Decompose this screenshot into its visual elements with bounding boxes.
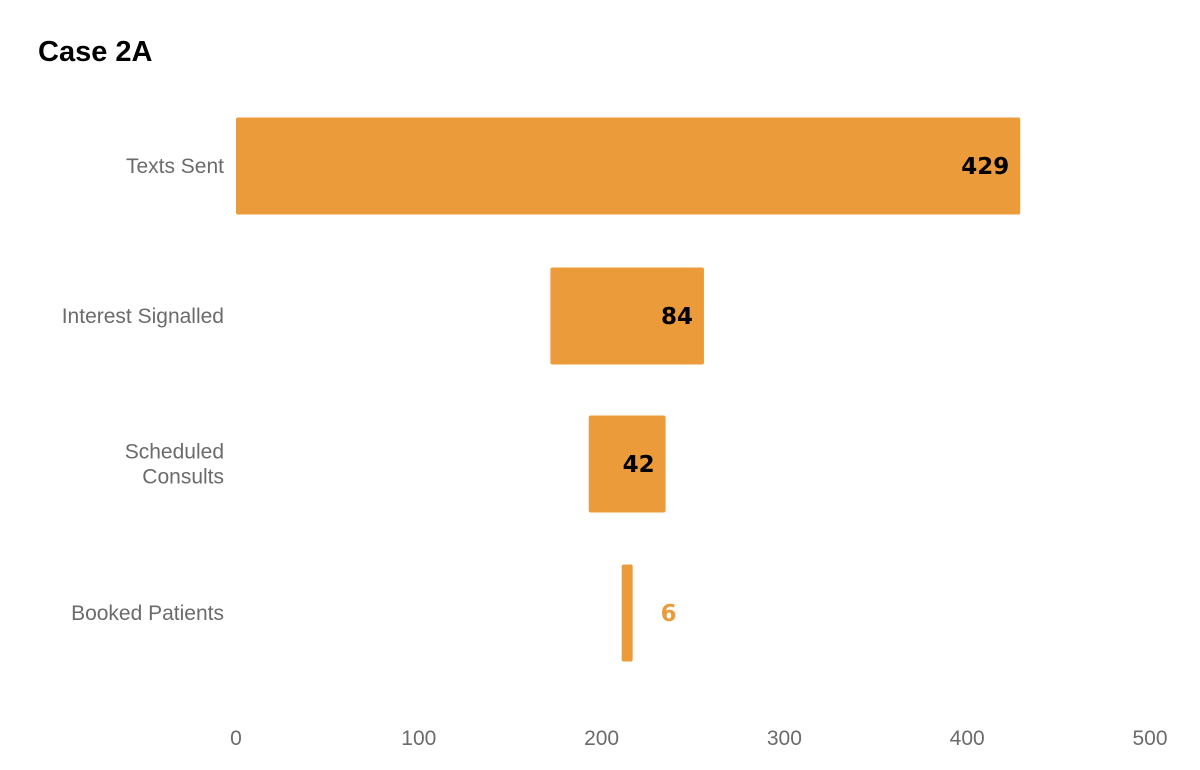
x-tick-label: 300 (767, 727, 802, 750)
bars-layer (236, 117, 1021, 662)
x-tick-label: 500 (1132, 727, 1167, 750)
category-label: Booked Patients (71, 602, 224, 625)
category-label: Texts Sent (126, 155, 224, 178)
value-labels: 429 84 42 6 (623, 154, 1010, 627)
x-tick-label: 100 (401, 727, 436, 750)
category-labels: Texts Sent Interest Signalled Scheduled Con… (62, 155, 224, 625)
x-axis-ticks: 0 100 200 300 400 500 (230, 727, 1167, 750)
value-label: 6 (661, 601, 677, 627)
category-label: Interest Signalled (62, 305, 224, 328)
x-tick-label: 0 (230, 727, 242, 750)
category-label: Scheduled Consults (125, 441, 224, 489)
bar-texts-sent (236, 117, 1021, 215)
chart-title: Case 2A (38, 36, 153, 68)
bar-booked-patients (621, 564, 633, 662)
bar-interest-signalled (550, 267, 704, 365)
x-tick-label: 400 (950, 727, 985, 750)
value-label: 84 (661, 304, 693, 330)
value-label: 429 (961, 154, 1009, 180)
x-tick-label: 200 (584, 727, 619, 750)
bar-scheduled-consults (588, 415, 666, 513)
value-label: 42 (623, 452, 655, 478)
